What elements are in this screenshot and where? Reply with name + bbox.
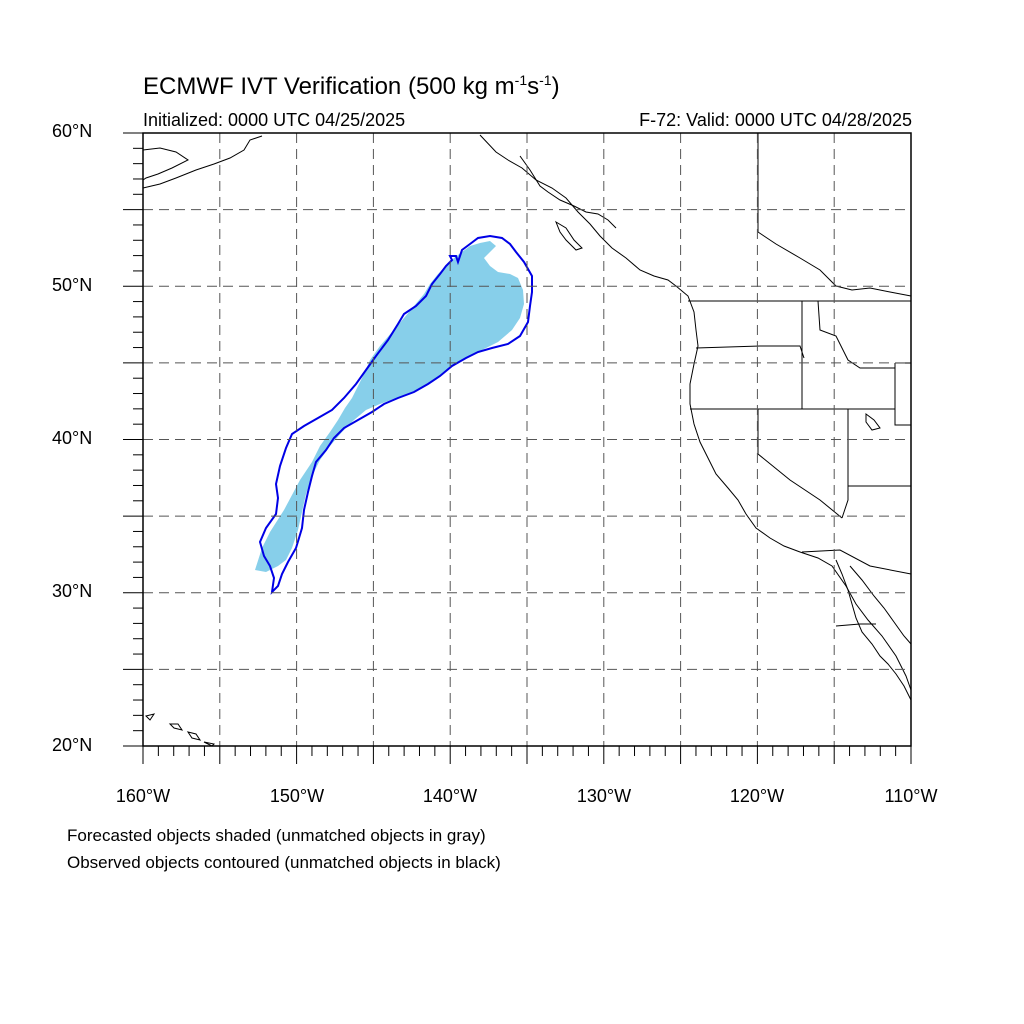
lon-label-120w: 120°W bbox=[729, 786, 785, 806]
figure-title: ECMWF IVT Verification (500 kg m-1s-1) bbox=[143, 72, 560, 100]
initialized-time: Initialized: 0000 UTC 04/25/2025 bbox=[143, 110, 406, 130]
note-forecast: Forecasted objects shaded (unmatched obj… bbox=[67, 826, 486, 845]
forecast-ivt-object bbox=[255, 241, 524, 572]
lake-great-salt bbox=[865, 413, 881, 431]
coastline-alaska bbox=[142, 135, 263, 189]
lon-label-110w: 110°W bbox=[884, 786, 938, 806]
note-observed: Observed objects contoured (unmatched ob… bbox=[67, 853, 501, 872]
observed-ivt-contour bbox=[258, 234, 533, 595]
map-frame bbox=[142, 132, 912, 747]
valid-time: F-72: Valid: 0000 UTC 04/28/2025 bbox=[639, 110, 912, 130]
lat-label-40n: 40°N bbox=[52, 428, 93, 448]
lat-label-60n: 60°N bbox=[52, 121, 93, 141]
lat-label-20n: 20°N bbox=[52, 735, 93, 755]
coastline-north-america bbox=[479, 134, 912, 691]
coastline-canada-islands bbox=[519, 155, 617, 251]
lon-label-140w: 140°W bbox=[422, 786, 478, 806]
lat-label-30n: 30°N bbox=[52, 581, 93, 601]
lon-label-130w: 130°W bbox=[576, 786, 632, 806]
lon-label-150w: 150°W bbox=[269, 786, 325, 806]
coastline-baja bbox=[835, 559, 912, 701]
lat-lon-grid bbox=[143, 133, 911, 746]
coastline-hawaii bbox=[145, 713, 216, 747]
lat-label-50n: 50°N bbox=[52, 275, 93, 295]
axis-ticks bbox=[123, 132, 912, 764]
lon-label-160w: 160°W bbox=[115, 786, 171, 806]
coastline-gulf-california bbox=[849, 565, 912, 645]
